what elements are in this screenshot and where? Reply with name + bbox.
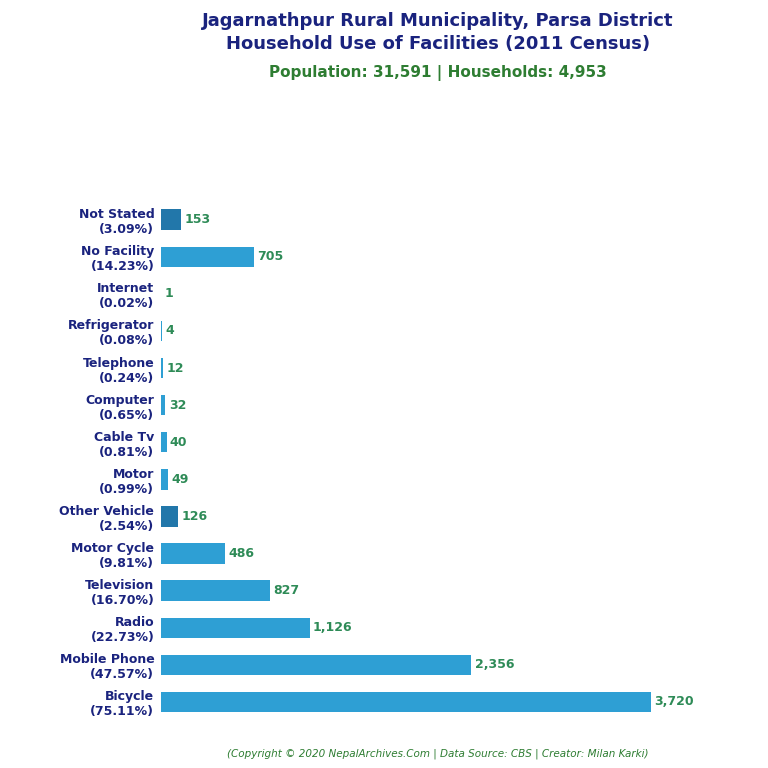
Text: 827: 827	[273, 584, 300, 598]
Text: 32: 32	[169, 399, 186, 412]
Text: 1,126: 1,126	[313, 621, 353, 634]
Bar	[161, 581, 270, 601]
Bar	[161, 358, 163, 379]
Bar	[161, 654, 472, 675]
Bar	[161, 469, 167, 489]
Text: 486: 486	[229, 547, 254, 560]
Text: (Copyright © 2020 NepalArchives.Com | Data Source: CBS | Creator: Milan Karki): (Copyright © 2020 NepalArchives.Com | Da…	[227, 748, 648, 759]
Text: Jagarnathpur Rural Municipality, Parsa District: Jagarnathpur Rural Municipality, Parsa D…	[202, 12, 674, 29]
Text: 12: 12	[166, 362, 184, 375]
Text: 49: 49	[171, 473, 188, 486]
Bar	[161, 617, 310, 638]
Text: 2,356: 2,356	[475, 658, 515, 671]
Text: Population: 31,591 | Households: 4,953: Population: 31,591 | Households: 4,953	[269, 65, 607, 81]
Bar	[161, 543, 225, 564]
Bar	[161, 506, 178, 527]
Text: 1: 1	[164, 287, 174, 300]
Bar	[161, 210, 181, 230]
Text: 705: 705	[257, 250, 283, 263]
Bar	[161, 692, 651, 712]
Text: 3,720: 3,720	[654, 696, 694, 708]
Text: 4: 4	[165, 324, 174, 337]
Text: Household Use of Facilities (2011 Census): Household Use of Facilities (2011 Census…	[226, 35, 650, 52]
Bar	[161, 432, 167, 452]
Bar	[161, 395, 165, 415]
Text: 126: 126	[181, 510, 207, 523]
Text: 153: 153	[185, 214, 211, 226]
Text: 40: 40	[170, 435, 187, 449]
Bar	[161, 247, 254, 267]
